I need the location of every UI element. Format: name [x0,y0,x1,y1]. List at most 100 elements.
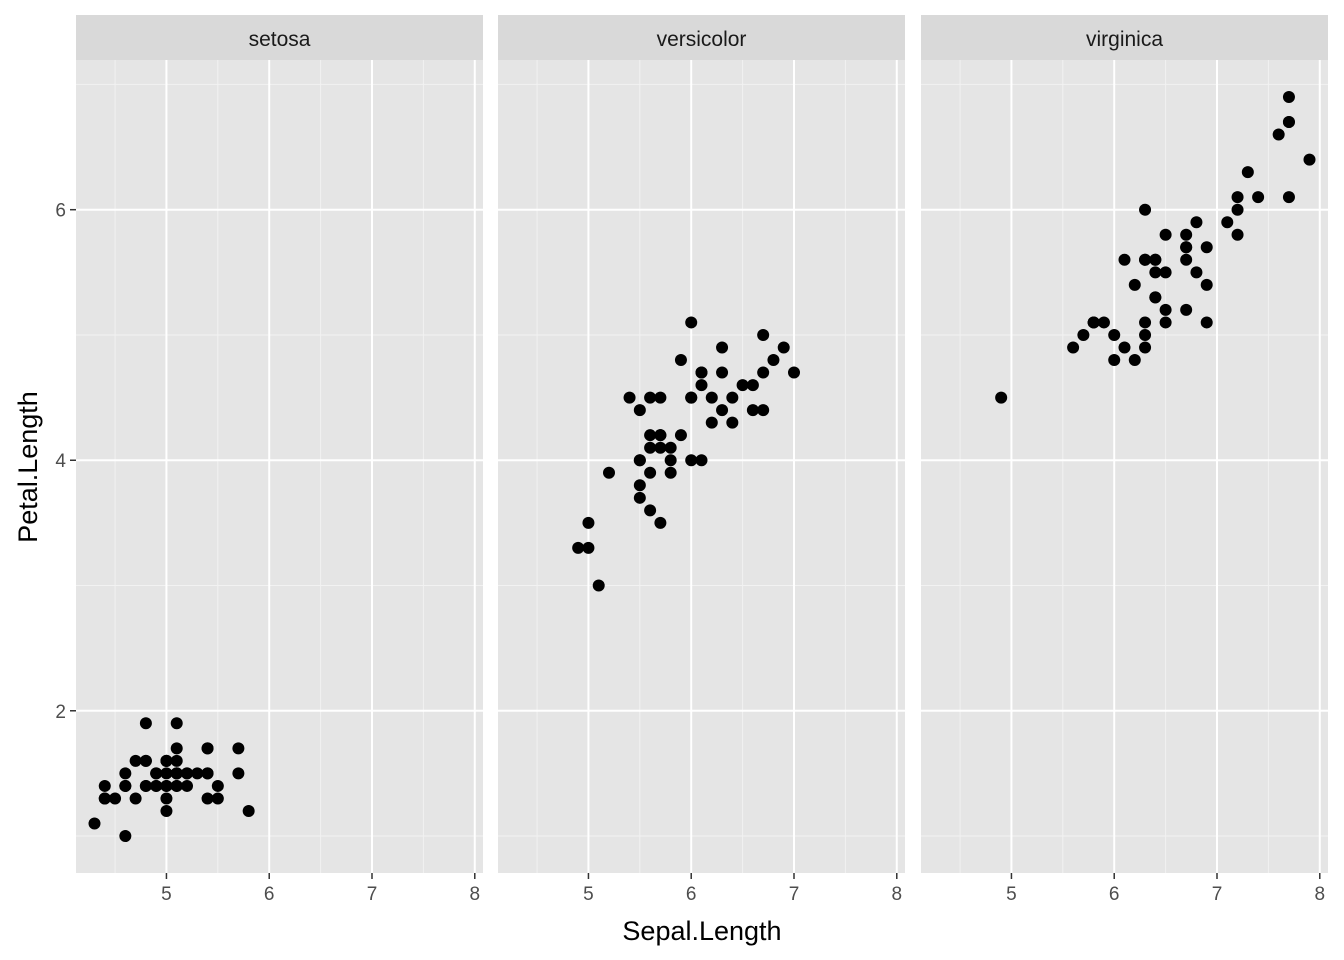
data-point [644,391,657,404]
data-point [170,742,183,755]
data-point [1180,253,1193,266]
data-point [232,767,245,780]
data-point [1139,316,1152,329]
data-point [1159,303,1172,316]
data-point [582,541,595,554]
data-point [160,767,173,780]
x-tick-label: 8 [469,884,480,905]
data-point [98,779,111,792]
data-point [170,717,183,730]
data-point [1190,216,1203,229]
data-point [201,792,214,805]
data-point [746,379,759,392]
data-point [1139,341,1152,354]
data-point [623,391,636,404]
data-point [1139,253,1152,266]
data-point [1200,241,1213,254]
x-tick-label: 8 [891,884,902,905]
data-point [685,391,698,404]
data-point [150,767,163,780]
data-point [232,742,245,755]
x-tick-label: 6 [686,884,697,905]
y-tick-label: 4 [55,451,66,472]
data-point [1180,303,1193,316]
data-point [664,441,677,454]
data-point [211,779,224,792]
data-point [705,416,718,429]
data-point [654,441,667,454]
data-point [1128,278,1141,291]
data-point [1231,203,1244,216]
data-point [1108,354,1121,367]
data-point [1180,228,1193,241]
data-point [1149,266,1162,279]
panel-background [921,60,1328,873]
facet-panel-versicolor: versicolor 5 6 7 8 [498,15,905,905]
data-point [767,354,780,367]
x-tick-label: 7 [1212,884,1223,905]
data-point [736,379,749,392]
data-point [1200,316,1213,329]
data-point [633,491,646,504]
data-point [644,441,657,454]
data-point [685,316,698,329]
data-point [139,754,152,767]
data-point [1252,191,1265,204]
data-point [160,779,173,792]
facet-panel-setosa: setosa 5 6 7 8 2 4 6 [55,15,483,905]
data-point [1118,341,1131,354]
data-point [592,579,605,592]
facet-strip [921,15,1328,60]
x-tick-label: 8 [1314,884,1325,905]
data-point [633,479,646,492]
data-point [1200,278,1213,291]
data-point [150,779,163,792]
data-point [170,754,183,767]
x-tick-label: 6 [1109,884,1120,905]
data-point [119,830,132,843]
data-point [633,404,646,417]
y-axis-label: Petal.Length [13,391,43,543]
data-point [139,717,152,730]
data-point [726,391,739,404]
data-point [1139,328,1152,341]
data-point [129,754,142,767]
facet-panel-virginica: virginica 5 6 7 8 [921,15,1328,905]
x-axis-label: Sepal.Length [622,916,781,946]
data-point [1149,291,1162,304]
data-point [1282,90,1295,103]
data-point [1221,216,1234,229]
data-point [201,767,214,780]
data-point [1067,341,1080,354]
data-point [757,366,770,379]
data-point [88,817,101,830]
data-point [160,804,173,817]
panel-background [498,60,905,873]
data-point [633,454,646,467]
data-point [1303,153,1316,166]
data-point [1159,266,1172,279]
data-point [603,466,615,479]
data-point [695,366,708,379]
data-point [1180,241,1193,254]
facet-strip-label: setosa [249,28,311,51]
data-point [654,516,667,529]
data-point [746,404,759,417]
data-point [788,366,800,379]
data-point [757,328,770,341]
data-point [572,541,585,554]
data-point [664,454,677,467]
data-point [181,779,193,792]
data-point [1282,191,1295,204]
data-point [1139,203,1152,216]
data-point [160,754,173,767]
data-point [695,379,708,392]
data-point [119,767,132,780]
x-tick-label: 5 [583,884,594,905]
data-point [1190,266,1203,279]
data-point [1282,116,1295,129]
data-point [1159,316,1172,329]
x-tick-label: 5 [161,884,172,905]
data-point [191,767,204,780]
data-point [242,804,255,817]
